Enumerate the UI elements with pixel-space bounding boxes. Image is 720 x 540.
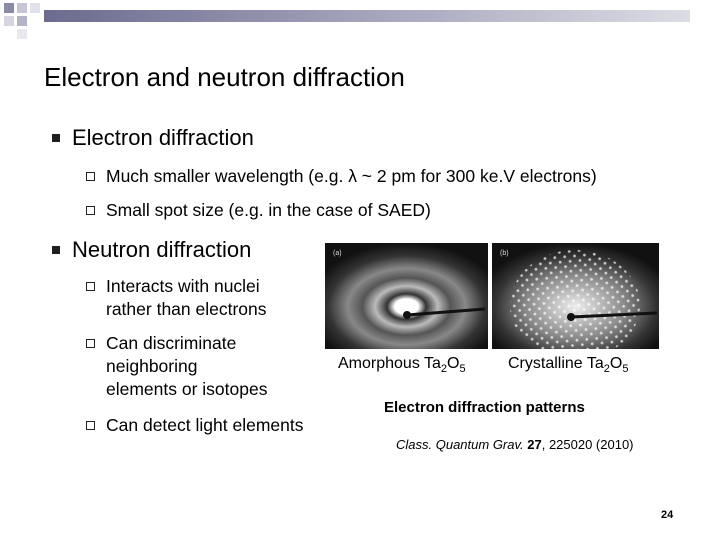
- text: Can detect light elements: [106, 415, 304, 435]
- top-decoration: [4, 3, 690, 39]
- text: Much smaller wavelength (e.g. λ ~ 2 pm f…: [106, 166, 597, 186]
- sub-bullet-marker: [86, 282, 95, 291]
- panel-caption: Amorphous Ta2O5: [338, 355, 466, 375]
- sub-bullet-marker: [86, 421, 95, 430]
- text: Small spot size (e.g. in the case of SAE…: [106, 200, 431, 220]
- page-number: 24: [661, 509, 674, 521]
- slide-title: Electron and neutron diffraction: [44, 62, 405, 92]
- bullet-marker: [52, 134, 60, 142]
- panel-caption: Crystalline Ta2O5: [508, 355, 628, 375]
- sub-bullet: Much smaller wavelength (e.g. λ ~ 2 pm f…: [106, 165, 597, 188]
- bullet: Neutron diffraction: [72, 237, 252, 262]
- sub-bullet-marker: [86, 339, 95, 348]
- text: elements or isotopes: [106, 379, 268, 399]
- text: , 225020 (2010): [541, 437, 634, 452]
- text: 2: [440, 363, 447, 376]
- text: Can discriminate: [106, 333, 237, 353]
- text: Interacts with nuclei: [106, 276, 260, 296]
- sub-bullet: Can discriminate neighboring elements or i…: [106, 332, 267, 401]
- panel-tag: (b): [500, 250, 509, 257]
- text: O: [609, 355, 623, 372]
- sub-bullet-marker: [86, 172, 95, 181]
- sub-bullet: Interacts with nuclei rather than electro…: [106, 275, 267, 321]
- text: neighboring: [106, 356, 198, 376]
- panel-tag: (a): [333, 250, 342, 257]
- citation: Class. Quantum Grav. 27, 225020 (2010): [396, 437, 634, 452]
- text: O: [447, 355, 460, 372]
- figure-caption: Electron diffraction patterns: [384, 399, 585, 416]
- sub-bullet: Can detect light elements: [106, 414, 303, 437]
- text: 27: [527, 437, 542, 452]
- text: Amorphous Ta: [338, 355, 441, 372]
- text: Class. Quantum Grav.: [396, 437, 528, 452]
- text: Crystalline Ta: [508, 355, 604, 372]
- text: rather than electrons: [106, 299, 267, 319]
- diffraction-images: (a) (b): [325, 243, 659, 349]
- sub-bullet: Small spot size (e.g. in the case of SAE…: [106, 199, 431, 222]
- bullet-marker: [52, 246, 60, 254]
- text: 5: [622, 363, 629, 376]
- sub-bullet-marker: [86, 206, 95, 215]
- text: 2: [603, 363, 610, 376]
- text: 5: [459, 363, 466, 376]
- bullet: Electron diffraction: [72, 125, 254, 150]
